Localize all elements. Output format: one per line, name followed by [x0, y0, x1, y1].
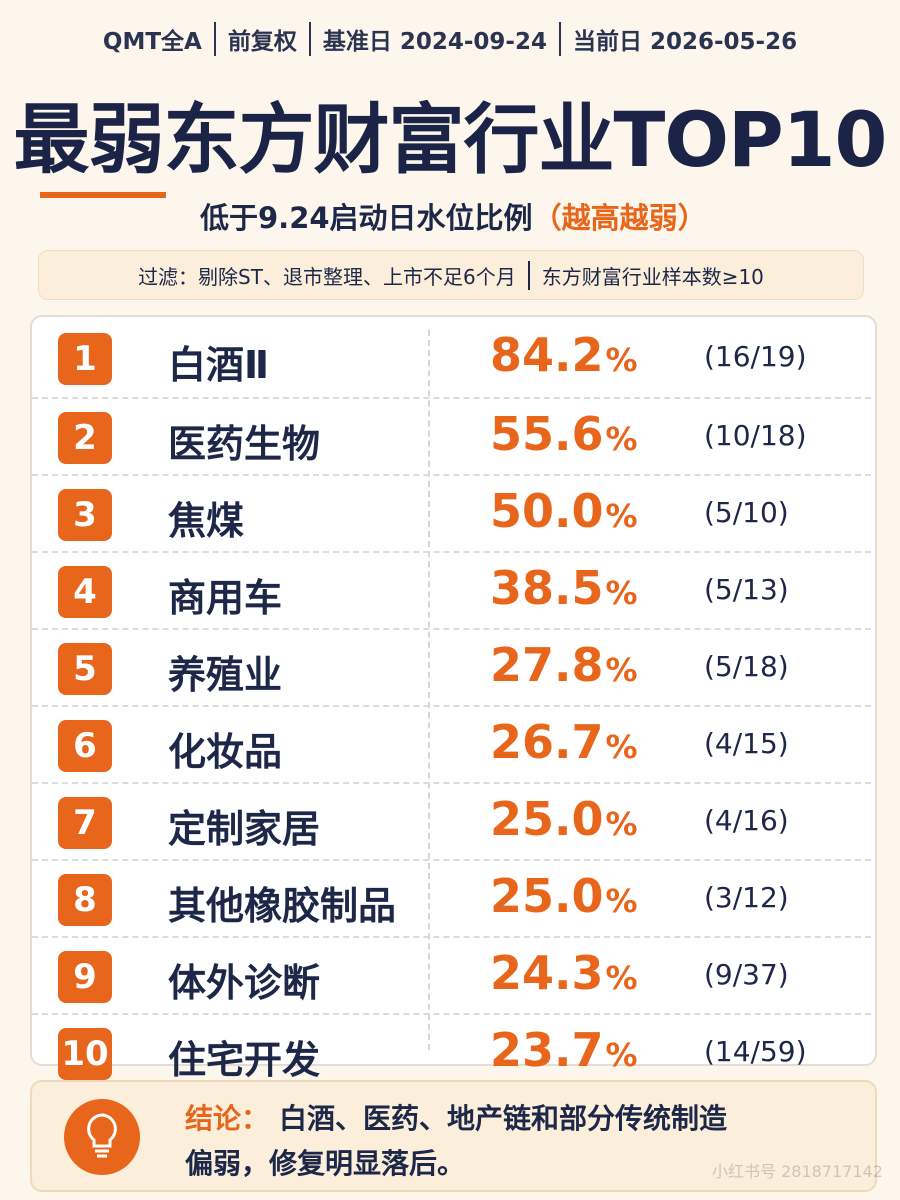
filter-item: 过滤：剔除ST、退市整理、上市不足6个月 — [138, 264, 516, 289]
sample-count: (4/15) — [704, 727, 789, 760]
percentage-unit: % — [605, 341, 638, 379]
percentage-value: 26.7 — [490, 715, 604, 769]
filter-box: 过滤：剔除ST、退市整理、上市不足6个月 东方财富行业样本数≥10 — [38, 250, 864, 300]
percentage-unit: % — [605, 420, 638, 458]
percentage: 84.2% — [490, 328, 638, 382]
conclusion-text: 白酒、医药、地产链和部分传统制造 — [279, 1102, 728, 1135]
meta-item: 前复权 — [213, 22, 297, 56]
rank-badge: 6 — [58, 720, 112, 772]
table-row: 5 养殖业 27.8% (5/18) — [32, 628, 871, 707]
rank-badge: 2 — [58, 412, 112, 464]
sample-count: (14/59) — [704, 1035, 807, 1068]
percentage-value: 24.3 — [490, 946, 604, 1000]
industry-name: 白酒Ⅱ — [168, 343, 270, 387]
table-row: 8 其他橡胶制品 25.0% (3/12) — [32, 859, 871, 938]
percentage: 26.7% — [490, 715, 638, 769]
table-row: 3 焦煤 50.0% (5/10) — [32, 474, 871, 553]
percentage-unit: % — [605, 651, 638, 689]
percentage: 25.0% — [490, 792, 638, 846]
table-row: 6 化妆品 26.7% (4/15) — [32, 705, 871, 784]
conclusion-text: 偏弱，修复明显落后。 — [185, 1147, 466, 1180]
percentage-unit: % — [605, 882, 638, 920]
percentage: 23.7% — [490, 1023, 638, 1077]
sample-count: (5/13) — [704, 573, 789, 606]
meta-line: QMT全A 前复权 基准日 2024-09-24 当前日 2026-05-26 — [0, 22, 900, 56]
filter-item: 东方财富行业样本数≥10 — [527, 260, 764, 290]
percentage: 25.0% — [490, 869, 638, 923]
meta-item: QMT全A — [102, 29, 202, 55]
percentage-value: 25.0 — [490, 869, 604, 923]
rank-badge: 4 — [58, 566, 112, 618]
sample-count: (3/12) — [704, 881, 789, 914]
industry-name: 养殖业 — [168, 653, 283, 697]
percentage-unit: % — [605, 1036, 638, 1074]
percentage-value: 27.8 — [490, 638, 604, 692]
industry-name: 医药生物 — [168, 422, 321, 466]
percentage-value: 55.6 — [490, 407, 604, 461]
accent-bar — [40, 192, 166, 198]
industry-name: 定制家居 — [168, 807, 321, 851]
rank-badge: 10 — [58, 1028, 112, 1080]
conclusion-box — [30, 1080, 877, 1192]
table-row: 1 白酒Ⅱ 84.2% (16/19) — [32, 320, 871, 397]
percentage: 50.0% — [490, 484, 638, 538]
percentage: 38.5% — [490, 561, 638, 615]
industry-name: 其他橡胶制品 — [168, 884, 397, 928]
watermark: 小红书号 2818717142 — [712, 1162, 883, 1181]
meta-item: 当前日 2026-05-26 — [558, 22, 797, 56]
table-row: 2 医药生物 55.6% (10/18) — [32, 397, 871, 476]
table-row: 4 商用车 38.5% (5/13) — [32, 551, 871, 630]
rank-badge: 9 — [58, 951, 112, 1003]
conclusion-label: 结论： — [185, 1102, 270, 1135]
industry-name: 体外诊断 — [168, 961, 321, 1005]
rank-badge: 1 — [58, 333, 112, 385]
industry-name: 焦煤 — [168, 499, 245, 543]
table-row: 7 定制家居 25.0% (4/16) — [32, 782, 871, 861]
percentage-value: 50.0 — [490, 484, 604, 538]
industry-name: 商用车 — [168, 576, 283, 620]
rank-badge: 5 — [58, 643, 112, 695]
subtitle-note: （越高越弱） — [532, 201, 707, 235]
percentage-unit: % — [605, 805, 638, 843]
subtitle: 低于9.24启动日水位比例（越高越弱） — [200, 195, 707, 237]
industry-name: 住宅开发 — [168, 1038, 321, 1082]
rank-badge: 7 — [58, 797, 112, 849]
subtitle-text: 低于9.24启动日水位比例 — [200, 201, 533, 235]
rank-badge: 8 — [58, 874, 112, 926]
percentage-unit: % — [605, 728, 638, 766]
percentage-unit: % — [605, 574, 638, 612]
sample-count: (5/10) — [704, 496, 789, 529]
percentage-value: 23.7 — [490, 1023, 604, 1077]
sample-count: (4/16) — [704, 804, 789, 837]
bulb-icon — [64, 1099, 140, 1175]
meta-item: 基准日 2024-09-24 — [308, 22, 547, 56]
percentage-value: 38.5 — [490, 561, 604, 615]
table-row: 9 体外诊断 24.3% (9/37) — [32, 936, 871, 1015]
conclusion-line: 结论： 白酒、医药、地产链和部分传统制造 — [185, 1097, 727, 1137]
industry-name: 化妆品 — [168, 730, 283, 774]
percentage-value: 84.2 — [490, 328, 604, 382]
rank-badge: 3 — [58, 489, 112, 541]
percentage: 27.8% — [490, 638, 638, 692]
percentage: 24.3% — [490, 946, 638, 1000]
table-row: 10 住宅开发 23.7% (14/59) — [32, 1013, 871, 1092]
percentage-unit: % — [605, 497, 638, 535]
ranking-table — [30, 315, 877, 1066]
divider — [428, 330, 430, 1050]
percentage-unit: % — [605, 959, 638, 997]
sample-count: (9/37) — [704, 958, 789, 991]
percentage: 55.6% — [490, 407, 638, 461]
title: 最弱东方财富行业TOP10 — [13, 95, 888, 184]
sample-count: (16/19) — [704, 340, 807, 373]
sample-count: (5/18) — [704, 650, 789, 683]
sample-count: (10/18) — [704, 419, 807, 452]
percentage-value: 25.0 — [490, 792, 604, 846]
